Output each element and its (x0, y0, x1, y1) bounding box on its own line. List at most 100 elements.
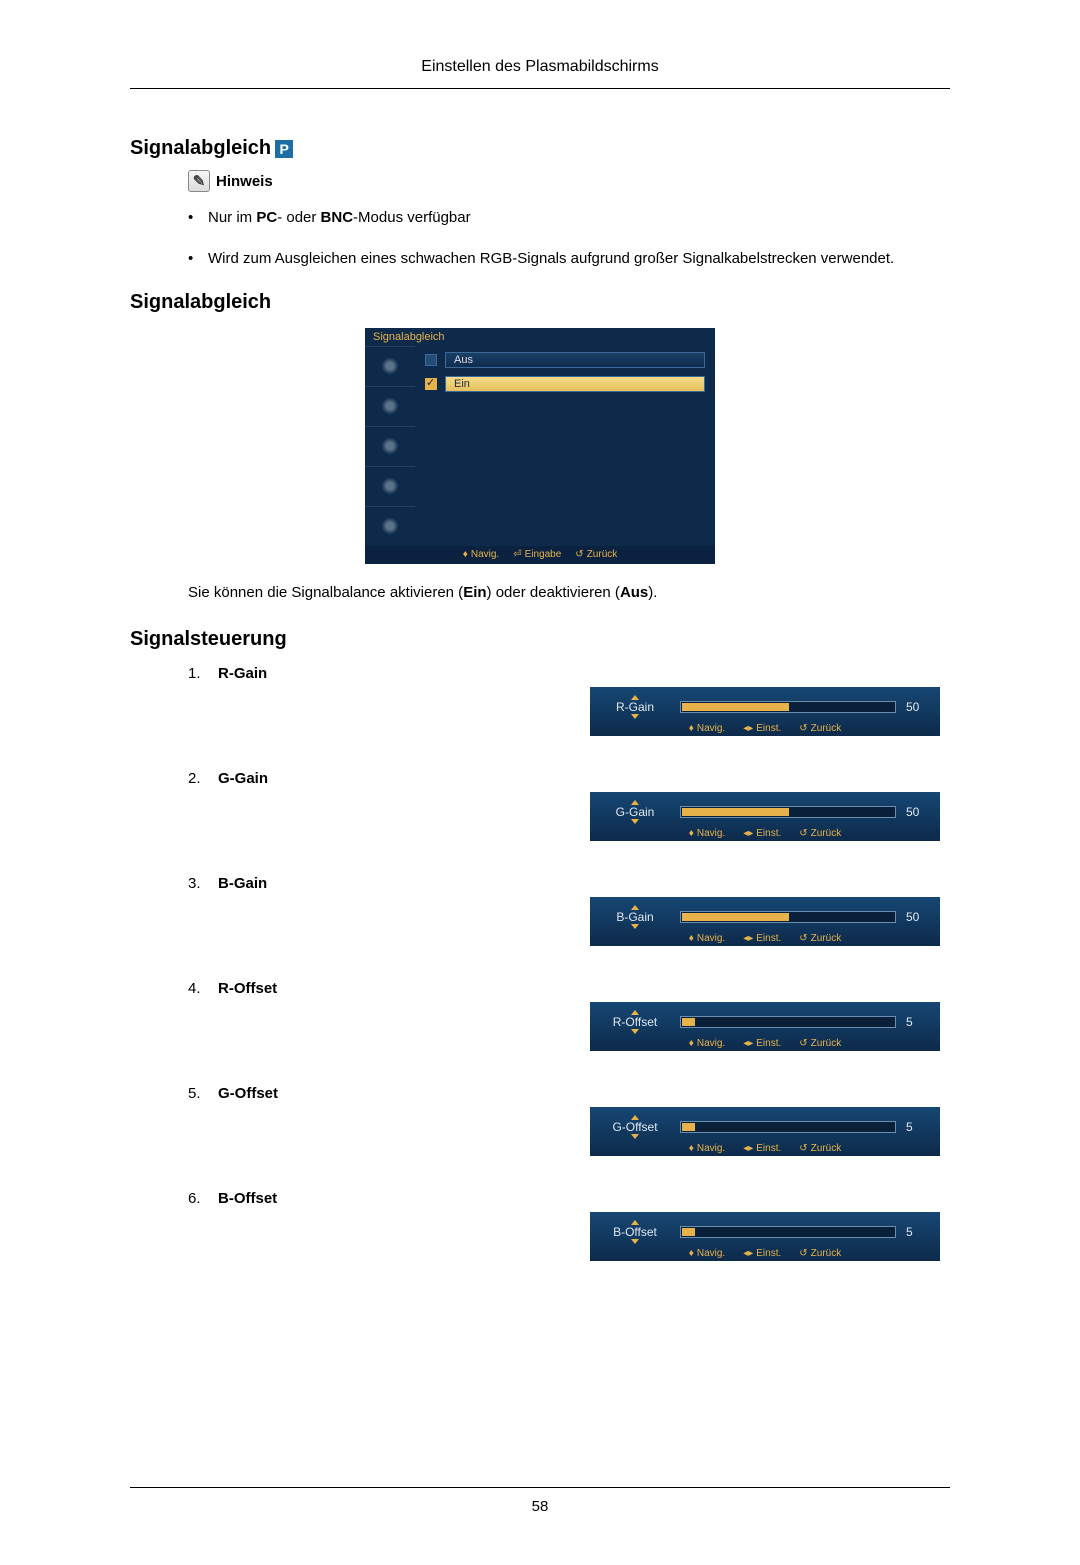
osd-enter-hint: ⏎Eingabe (513, 549, 561, 560)
osd-slider-bar[interactable] (680, 1226, 896, 1238)
page-footer: 58 (130, 1487, 950, 1515)
osd-slider-footer: ♦Navig.◂▸Einst.↺Zurück (600, 1143, 930, 1154)
control-item: 5.G-OffsetG-Offset5♦Navig.◂▸Einst.↺Zurüc… (188, 1085, 950, 1162)
osd-slider-label: R-Offset (600, 1010, 670, 1034)
osd-slider-value: 50 (906, 700, 930, 714)
note-label: Hinweis (216, 173, 273, 190)
control-number: 2. (188, 770, 218, 787)
osd-slider-footer: ♦Navig. ◂▸Einst. ↺Zurück (600, 723, 930, 734)
osd-slider-label: G-Offset (600, 1115, 670, 1139)
section-title-text: Signalabgleich (130, 137, 271, 160)
osd-slider-row: B-Offset 5 (600, 1220, 930, 1244)
osd-back-hint: ↺Zurück (799, 933, 841, 944)
control-label: B-Gain (218, 875, 328, 892)
text: -Modus verfügbar (353, 209, 471, 226)
option-label: Ein (445, 376, 705, 392)
osd-option-ein[interactable]: Ein (425, 376, 705, 392)
osd-sidebar-icon (365, 386, 415, 426)
control-item: 1.R-GainR-Gain50♦Navig.◂▸Einst.↺Zurück (188, 665, 950, 742)
checkbox-icon (425, 354, 437, 366)
osd-option-aus[interactable]: Aus (425, 352, 705, 368)
osd-slider-bar[interactable] (680, 1121, 896, 1133)
osd-slider-footer: ♦Navig. ◂▸Einst. ↺Zurück (600, 1248, 930, 1259)
osd-slider-fill (682, 913, 789, 921)
osd-nav-hint: ♦Navig. (689, 828, 725, 839)
osd-slider-bar[interactable] (680, 701, 896, 713)
osd-slider-panel: R-Offset 5 ♦Navig. ◂▸Einst. ↺Zurück (590, 1002, 940, 1051)
osd-back-hint: ↺Zurück (799, 1248, 841, 1259)
osd-menu-title: Signalabgleich (365, 328, 715, 346)
osd-slider-fill (682, 1018, 695, 1026)
osd-einst-hint: ◂▸Einst. (743, 1248, 781, 1259)
osd-slider-value: 5 (906, 1225, 930, 1239)
osd-nav-hint: ♦Navig. (689, 1038, 725, 1049)
bullet-item: Nur im PC- oder BNC-Modus verfügbar (188, 206, 950, 229)
osd-footer: ♦Navig. ⏎Eingabe ↺Zurück (365, 546, 715, 564)
osd-nav-hint: ♦Navig. (689, 1248, 725, 1259)
osd-einst-hint: ◂▸Einst. (743, 723, 781, 734)
p-mode-badge: P (275, 140, 293, 158)
note-icon: ✎ (188, 170, 210, 192)
osd-back-hint: ↺Zurück (799, 1038, 841, 1049)
note-row: ✎ Hinweis (188, 170, 950, 192)
control-label: G-Offset (218, 1085, 328, 1102)
osd-slider-panel: G-Gain50♦Navig.◂▸Einst.↺Zurück (590, 792, 940, 841)
osd-sidebar-icon (365, 466, 415, 506)
osd-slider-panel: G-Offset 5 ♦Navig.◂▸Einst.↺Zurück (590, 1107, 940, 1156)
osd-slider-bar[interactable] (680, 911, 896, 923)
osd-slider-label: B-Gain (600, 905, 670, 929)
osd-back-hint: ↺Zurück (799, 828, 841, 839)
osd-slider-label: G-Gain (600, 800, 670, 824)
text-bold: BNC (321, 209, 354, 226)
osd-sidebar-icon (365, 426, 415, 466)
section2-description: Sie können die Signalbalance aktivieren … (188, 582, 950, 605)
note-bullets: Nur im PC- oder BNC-Modus verfügbar Wird… (188, 206, 950, 271)
osd-nav-hint: ♦Navig. (463, 549, 499, 560)
control-list: 1.R-GainR-Gain50♦Navig.◂▸Einst.↺Zurück2.… (188, 665, 950, 1267)
control-number: 6. (188, 1190, 218, 1207)
osd-slider-label: B-Offset (600, 1220, 670, 1244)
control-item: 3.B-GainB-Gain50♦Navig.◂▸Einst.↺Zurück (188, 875, 950, 952)
control-osd-wrap: G-Offset 5 ♦Navig.◂▸Einst.↺Zurück (328, 1085, 950, 1162)
text: ). (648, 584, 657, 601)
text-bold: PC (256, 209, 277, 226)
section-title-signalabgleich-2: Signalabgleich (130, 291, 950, 314)
osd-slider-value: 5 (906, 1015, 930, 1029)
text: Nur im (208, 209, 256, 226)
osd-einst-hint: ◂▸Einst. (743, 1038, 781, 1049)
osd-main: Aus Ein (415, 346, 715, 546)
control-item: 4. R-OffsetR-Offset 5 ♦Navig. ◂▸Einst. ↺Zurüc… (188, 980, 950, 1057)
control-osd-wrap: R-Offset 5 ♦Navig. ◂▸Einst. ↺Zurück (328, 980, 950, 1057)
control-osd-wrap: B-Gain50♦Navig.◂▸Einst.↺Zurück (328, 875, 950, 952)
osd-menu-panel: Signalabgleich Aus Ein ♦Navig. ⏎Eingabe … (365, 328, 715, 564)
osd-nav-hint: ♦Navig. (689, 1143, 725, 1154)
control-number: 4. (188, 980, 218, 997)
control-osd-wrap: B-Offset 5 ♦Navig. ◂▸Einst. ↺Zurück (328, 1190, 950, 1267)
osd-slider-bar[interactable] (680, 1016, 896, 1028)
osd-nav-hint: ♦Navig. (689, 933, 725, 944)
control-number: 1. (188, 665, 218, 682)
control-item: 6. B-OffsetB-Offset 5 ♦Navig. ◂▸Einst. ↺Zurüc… (188, 1190, 950, 1267)
control-osd-wrap: G-Gain50♦Navig.◂▸Einst.↺Zurück (328, 770, 950, 847)
osd-sidebar-icon (365, 346, 415, 386)
text: Sie können die Signalbalance aktivieren … (188, 584, 463, 601)
text: - oder (277, 209, 320, 226)
osd-slider-label: R-Gain (600, 695, 670, 719)
osd-slider-fill (682, 1123, 695, 1131)
osd-slider-footer: ♦Navig.◂▸Einst.↺Zurück (600, 933, 930, 944)
osd-back-hint: ↺Zurück (799, 723, 841, 734)
osd-back-hint: ↺Zurück (575, 549, 617, 560)
osd-slider-bar[interactable] (680, 806, 896, 818)
control-item: 2. G-GainG-Gain50♦Navig.◂▸Einst.↺Zurück (188, 770, 950, 847)
option-label: Aus (445, 352, 705, 368)
section-title-signalabgleich: Signalabgleich P (130, 137, 950, 160)
text-bold: Aus (620, 584, 648, 601)
osd-slider-fill (682, 703, 789, 711)
osd-back-hint: ↺Zurück (799, 1143, 841, 1154)
control-osd-wrap: R-Gain 50 ♦Navig. ◂▸Einst. ↺Zurück (328, 665, 950, 742)
control-label: R-Gain (218, 665, 328, 682)
osd-slider-value: 5 (906, 1120, 930, 1134)
osd-slider-panel: R-Gain 50 ♦Navig. ◂▸Einst. ↺Zurück (590, 687, 940, 736)
osd-nav-hint: ♦Navig. (689, 723, 725, 734)
osd-slider-footer: ♦Navig. ◂▸Einst. ↺Zurück (600, 1038, 930, 1049)
